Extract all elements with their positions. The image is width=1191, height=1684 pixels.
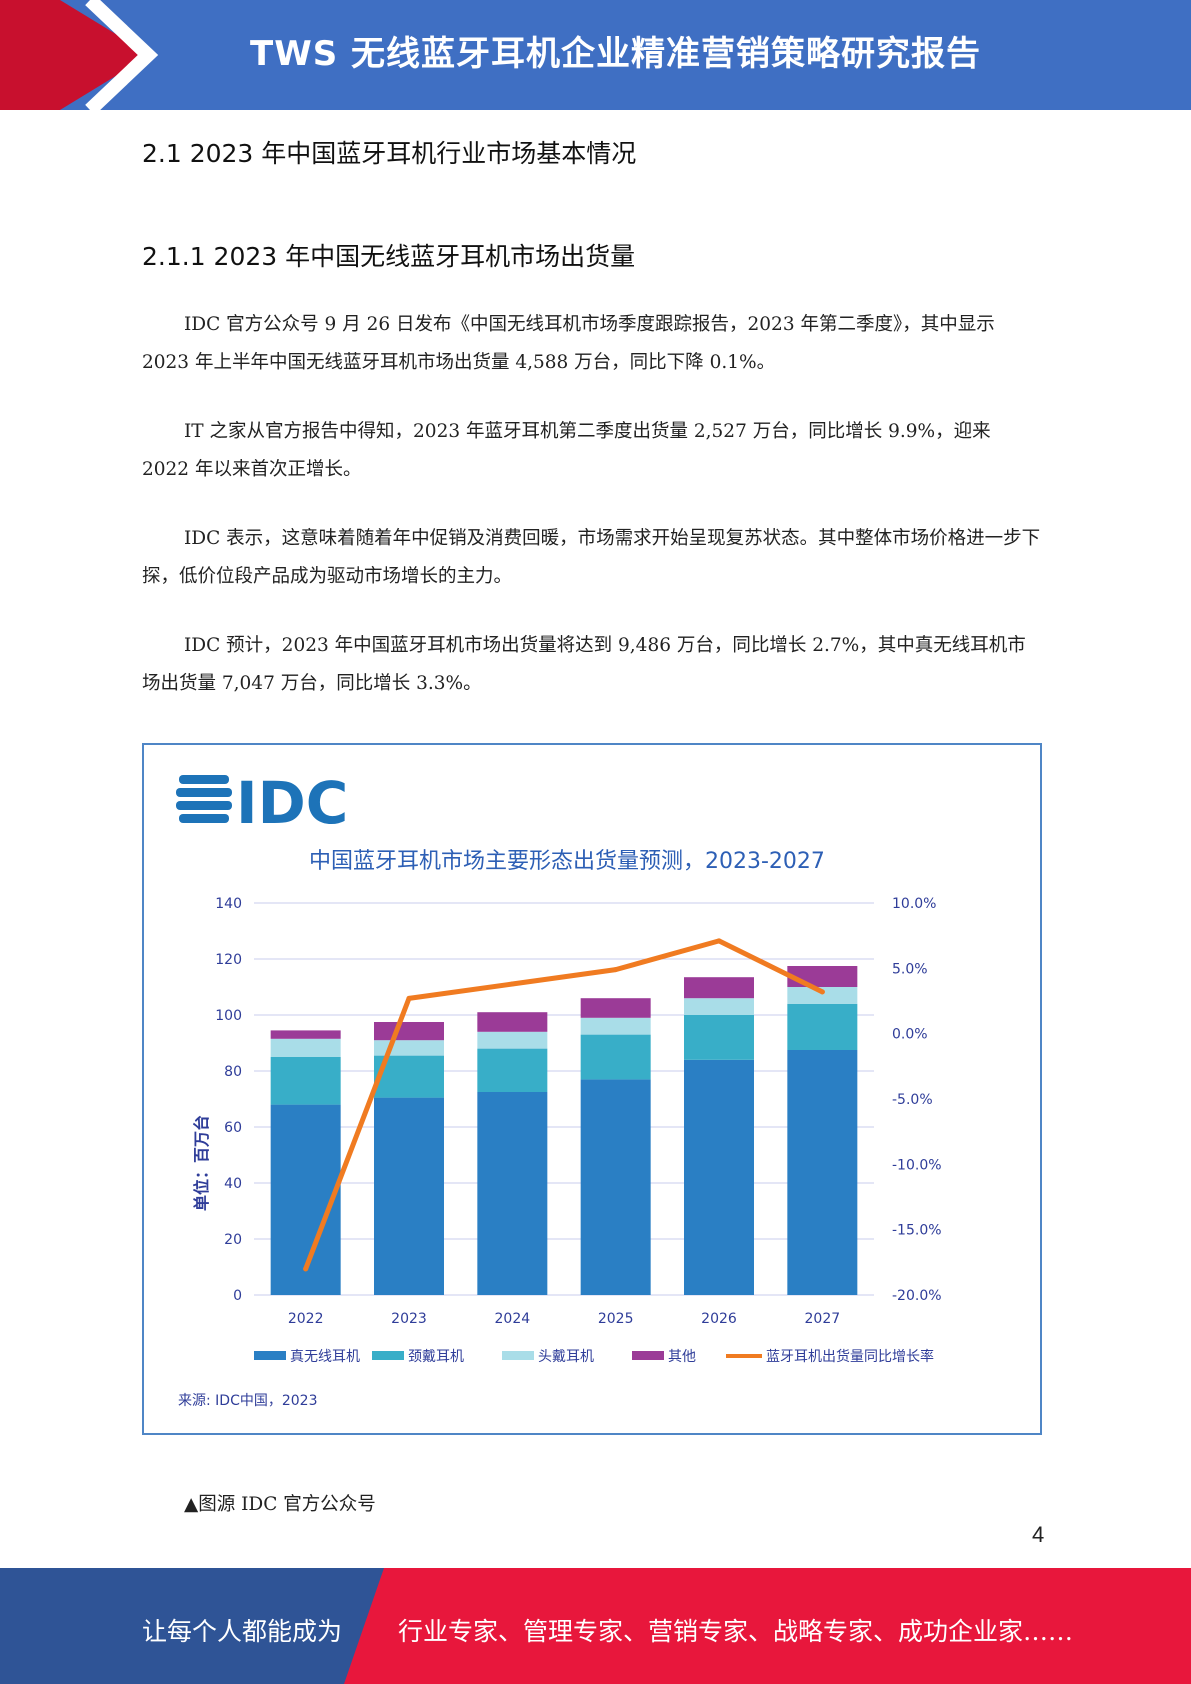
- page-footer: 让每个人都能成为 行业专家、管理专家、营销专家、战略专家、成功企业家……: [0, 1568, 1191, 1684]
- bar-segment: [580, 998, 651, 1018]
- bar-segment: [270, 1057, 341, 1105]
- y-tick-label: 80: [224, 1064, 242, 1080]
- footer-background: [0, 1568, 1191, 1684]
- bar-segment: [684, 998, 754, 1015]
- growth-rate-point: [509, 981, 515, 987]
- bar-segment: [374, 1022, 444, 1041]
- bar-segment: [787, 987, 858, 1004]
- legend-label: 其他: [668, 1349, 696, 1365]
- y-tick-label: 20: [224, 1232, 242, 1248]
- y2-tick-label: 5.0%: [892, 961, 928, 977]
- bar-segment: [477, 1048, 548, 1092]
- bar-segment: [477, 1012, 548, 1032]
- bar-segment: [787, 1003, 858, 1050]
- y2-tick-label: 10.0%: [892, 896, 936, 912]
- bar-segment: [374, 1097, 444, 1295]
- paragraph: IDC 预计，2023 年中国蓝牙耳机市场出货量将达到 9,486 万台，同比增…: [142, 635, 1026, 694]
- bar-segment: [580, 1079, 651, 1295]
- chart-figure: IDC 中国蓝牙耳机市场主要形态出货量预测，2023-2027 单位：百万台 0…: [142, 743, 1042, 1435]
- x-tick-label: 2023: [391, 1311, 427, 1327]
- y2-tick-label: -10.0%: [892, 1157, 942, 1173]
- bar-segment: [787, 1050, 858, 1295]
- paragraph: IDC 表示，这意味着随着年中促销及消费回暖，市场需求开始呈现复苏状态。其中整体…: [142, 528, 1041, 587]
- idc-logo-text: IDC: [236, 769, 348, 837]
- page-header: TWS 无线蓝牙耳机企业精准营销策略研究报告: [0, 0, 1191, 110]
- y2-tick-label: -5.0%: [892, 1092, 933, 1108]
- x-tick-label: 2025: [598, 1311, 634, 1327]
- bar-segment: [684, 1015, 754, 1060]
- legend-label: 头戴耳机: [538, 1349, 594, 1365]
- legend-swatch: [502, 1351, 534, 1360]
- x-tick-label: 2027: [805, 1311, 841, 1327]
- y-tick-label: 0: [233, 1288, 242, 1304]
- bar-segment: [270, 1030, 341, 1039]
- y-tick-label: 40: [224, 1176, 242, 1192]
- chart-source: 来源: IDC中国，2023: [178, 1393, 317, 1409]
- bar-segment: [684, 1059, 754, 1295]
- y-tick-label: 60: [224, 1120, 242, 1136]
- chart-title: 中国蓝牙耳机市场主要形态出货量预测，2023-2027: [309, 849, 825, 874]
- paragraph: IT 之家从官方报告中得知，2023 年蓝牙耳机第二季度出货量 2,527 万台…: [142, 421, 991, 480]
- legend-label: 真无线耳机: [290, 1349, 360, 1365]
- footer-slogan-right: 行业专家、管理专家、营销专家、战略专家、成功企业家……: [398, 1617, 1074, 1646]
- bar-segment: [580, 1017, 651, 1035]
- growth-rate-point: [819, 989, 825, 995]
- legend-swatch: [632, 1351, 664, 1360]
- y2-tick-label: 0.0%: [892, 1027, 928, 1043]
- y2-tick-label: -20.0%: [892, 1288, 942, 1304]
- legend-swatch: [254, 1351, 286, 1360]
- footer-slogan-left: 让每个人都能成为: [142, 1617, 343, 1646]
- paragraph: IDC 官方公众号 9 月 26 日发布《中国无线耳机市场季度跟踪报告，2023…: [142, 314, 995, 373]
- page-number: 4: [1032, 1522, 1045, 1547]
- report-title: TWS 无线蓝牙耳机企业精准营销策略研究报告: [250, 34, 982, 74]
- subsection-heading: 2.1.1 2023 年中国无线蓝牙耳机市场出货量: [142, 242, 636, 271]
- bar-segment: [270, 1038, 341, 1057]
- header-arrow-graphic: [0, 0, 159, 110]
- growth-rate-point: [406, 995, 412, 1001]
- y-tick-label: 140: [215, 896, 242, 912]
- y-tick-label: 120: [215, 952, 242, 968]
- x-tick-label: 2022: [288, 1311, 324, 1327]
- y-axis-label: 单位：百万台: [192, 1115, 211, 1211]
- shipment-forecast-chart: IDC 中国蓝牙耳机市场主要形态出货量预测，2023-2027 单位：百万台 0…: [176, 769, 942, 1409]
- bar-segment: [580, 1034, 651, 1080]
- y-tick-label: 100: [215, 1008, 242, 1024]
- idc-logo: IDC: [176, 769, 348, 837]
- x-tick-label: 2026: [701, 1311, 737, 1327]
- growth-rate-point: [716, 938, 722, 944]
- bar-segment: [374, 1040, 444, 1056]
- growth-rate-point: [613, 967, 619, 973]
- growth-rate-point: [303, 1266, 309, 1272]
- legend-swatch: [372, 1351, 404, 1360]
- figure-caption: ▲图源 IDC 官方公众号: [184, 1494, 376, 1515]
- legend-label: 蓝牙耳机出货量同比增长率: [766, 1348, 934, 1365]
- bar-segment: [477, 1092, 548, 1295]
- legend-label: 颈戴耳机: [408, 1349, 464, 1365]
- bar-segment: [477, 1031, 548, 1049]
- bar-segment: [684, 977, 754, 999]
- bar-segment: [787, 966, 858, 987]
- x-tick-label: 2024: [495, 1311, 531, 1327]
- y2-tick-label: -15.0%: [892, 1223, 942, 1239]
- growth-rate-line: [303, 938, 825, 1272]
- section-heading: 2.1 2023 年中国蓝牙耳机行业市场基本情况: [142, 139, 637, 168]
